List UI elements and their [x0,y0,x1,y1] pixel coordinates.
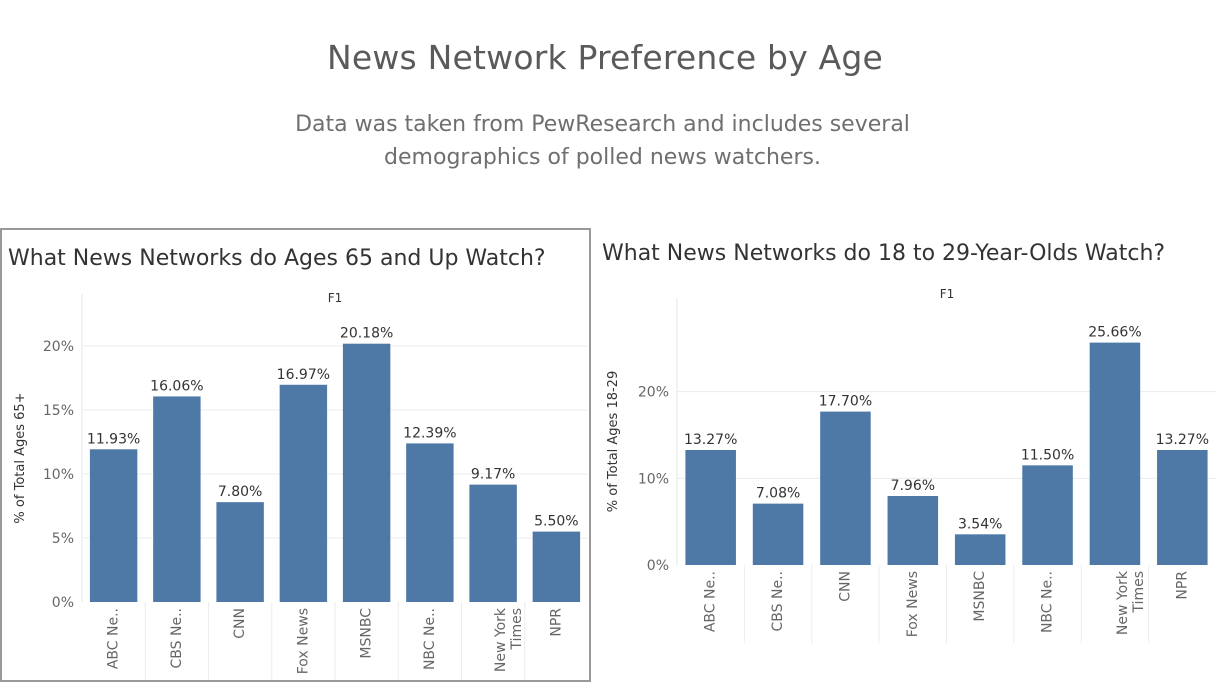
data-label: 5.50% [534,514,578,530]
bar-2 [820,411,871,565]
category-label: New YorkTimes [1115,570,1147,635]
y-tick-label: 0% [647,558,669,574]
bar-5 [1022,465,1073,565]
data-label: 13.27% [1156,432,1209,448]
category-label-line: NPR [548,608,564,637]
bar-6 [469,484,517,602]
bar-4 [342,343,391,602]
data-label: 11.50% [1021,447,1074,463]
category-label-line: NPR [1174,571,1190,600]
y-tick-label: 10% [638,471,669,487]
category-label-line: CBS Ne.. [169,608,185,668]
category-label: CBS Ne.. [770,571,786,631]
category-label-line: Fox News [905,571,921,637]
category-label: NPR [548,608,564,637]
category-label-line: ABC Ne.. [106,608,122,669]
category-label-line: NBC Ne.. [422,608,438,670]
pane-label: F1 [940,287,955,301]
category-label: NBC Ne.. [422,608,438,670]
bar-3 [279,384,328,602]
category-label: MSNBC [972,571,988,622]
y-axis-title: % of Total Ages 65+ [13,392,28,523]
y-tick-label: 15% [43,403,74,419]
category-label-line: NBC Ne.. [1040,571,1056,633]
y-tick-label: 0% [52,595,74,611]
y-tick-label: 20% [638,385,669,401]
bar-1 [153,396,201,602]
category-label-line: Fox News [295,608,311,674]
category-label: CNN [837,571,853,602]
data-label: 17.70% [819,394,872,410]
data-label: 12.39% [403,425,456,441]
y-tick-label: 5% [52,531,74,547]
bar-3 [887,496,939,565]
data-label: 7.08% [756,486,800,502]
bar-7 [532,531,581,602]
category-label-line: Times [1131,571,1147,614]
y-tick-label: 20% [43,339,74,355]
y-axis-title: % of Total Ages 18-29 [606,371,621,512]
category-label-line: ABC Ne.. [703,571,719,632]
category-label: MSNBC [359,608,375,659]
data-label: 9.17% [471,467,515,483]
y-tick-label: 10% [43,467,74,483]
data-label: 3.54% [958,516,1002,532]
chart-svg-ages-18-29: What News Networks do 18 to 29-Year-Olds… [602,241,1216,643]
category-label: Fox News [905,571,921,637]
category-label: ABC Ne.. [106,608,122,669]
data-label: 20.18% [340,326,393,342]
category-label-line: CNN [232,608,248,639]
category-label: CNN [232,608,248,639]
dashboard-title: News Network Preference by Age [326,38,884,77]
data-label: 7.80% [218,484,262,500]
category-label: New YorkTimes [493,607,525,672]
category-label-line: MSNBC [359,608,375,659]
bar-0 [89,449,138,602]
bar-4 [954,534,1006,565]
data-label: 11.93% [87,431,140,447]
bar-2 [216,502,264,602]
category-label-line: New York [1115,570,1131,635]
bar-6 [1089,342,1141,565]
bar-0 [685,449,736,565]
bar-5 [406,443,454,602]
chart-title: What News Networks do 18 to 29-Year-Olds… [602,241,1165,266]
data-label: 16.97% [277,367,330,383]
bar-1 [752,503,804,565]
category-label: NBC Ne.. [1040,571,1056,633]
category-label-line: CBS Ne.. [770,571,786,631]
category-label: Fox News [295,608,311,674]
data-label: 7.96% [891,478,935,494]
data-label: 16.06% [150,378,203,394]
data-label: 13.27% [684,432,737,448]
chart-panel-ages-65-plus[interactable]: What News Networks do Ages 65 and Up Wat… [0,228,591,682]
bar-7 [1157,449,1208,565]
category-label: ABC Ne.. [703,571,719,632]
category-label-line: New York [493,607,509,672]
dashboard-subtitle: Data was taken from PewResearch and incl… [295,112,910,170]
category-label-line: Times [509,608,525,651]
pane-label: F1 [328,291,343,305]
chart-svg-ages-65-plus: What News Networks do Ages 65 and Up Wat… [8,246,588,680]
category-label: CBS Ne.. [169,608,185,668]
chart-title: What News Networks do Ages 65 and Up Wat… [8,246,546,271]
category-label: NPR [1174,571,1190,600]
data-label: 25.66% [1088,325,1141,341]
category-label-line: MSNBC [972,571,988,622]
category-label-line: CNN [837,571,853,602]
chart-panel-ages-18-29[interactable]: What News Networks do 18 to 29-Year-Olds… [595,228,1222,680]
